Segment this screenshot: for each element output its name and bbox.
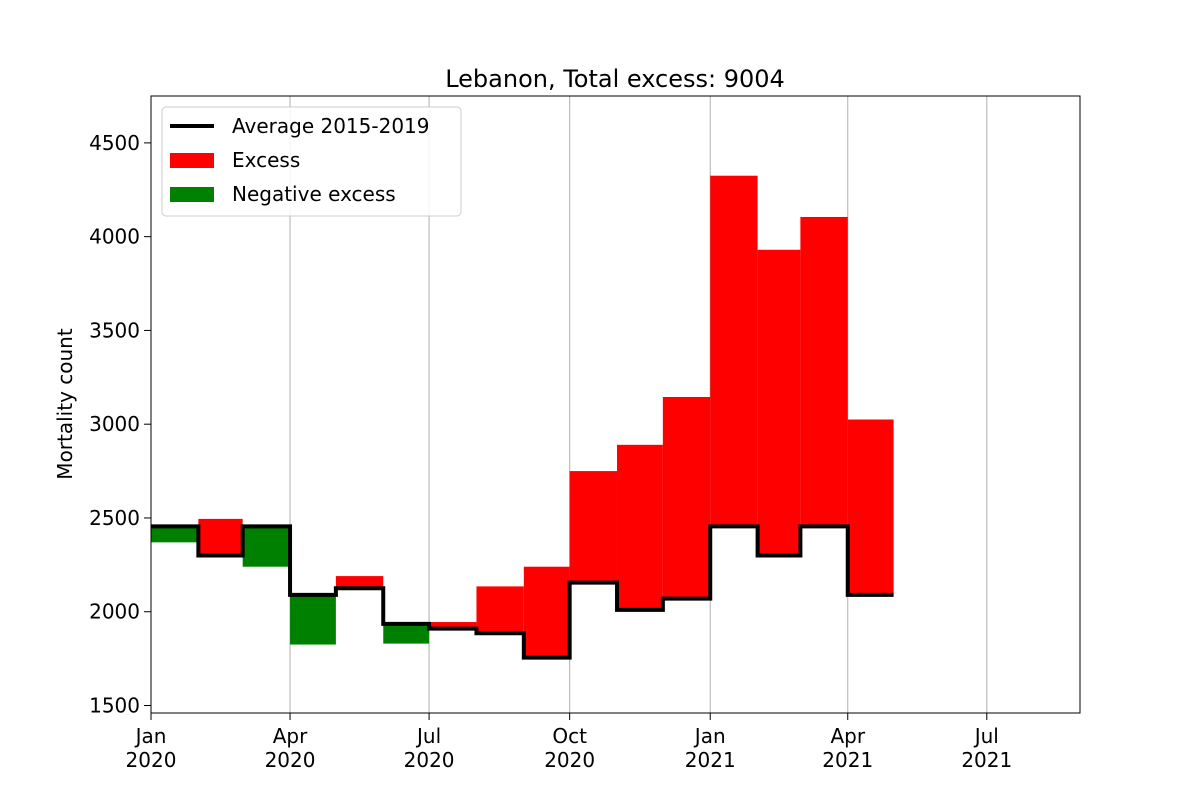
legend-average-label: Average 2015-2019 [232,114,430,138]
x-tick-label-month: Jan [693,724,726,748]
excess-bars [151,175,894,658]
excess-bar [429,622,477,629]
x-tick-label-month: Jul [415,724,441,748]
y-tick-label: 2500 [89,506,140,530]
average-2015-2019-line [151,524,894,660]
legend-excess-label: Excess [232,148,300,172]
excess-bar [335,576,384,589]
excess-bar [710,175,758,527]
excess-bar [847,419,894,595]
negative-excess-bar [151,526,199,543]
plot-frame [150,95,1081,714]
legend-excess-swatch [170,153,214,168]
average-line-layer [151,524,894,660]
y-tick-label: 1500 [89,693,140,717]
negative-excess-bar [290,594,336,645]
excess-bar [800,216,848,527]
y-tick-label: 3500 [89,318,140,342]
excess-bar [569,471,618,583]
y-tick-label: 3000 [89,412,140,436]
x-axis-ticks: Jan2020Apr2020Jul2020Oct2020Jan2021Apr20… [126,713,1012,772]
x-tick-label-year: 2021 [685,748,736,772]
y-tick-label: 2000 [89,600,140,624]
x-tick-label-year: 2020 [404,748,455,772]
x-tick-label-month: Oct [552,724,587,748]
x-tick-label-month: Jan [134,724,167,748]
negative-excess-bar [383,623,430,644]
x-tick-label-year: 2020 [544,748,595,772]
y-axis-label: Mortality count [53,328,77,480]
legend: Average 2015-2019 Excess Negative excess [161,106,462,217]
x-tick-label-year: 2021 [822,748,873,772]
x-tick-label-year: 2021 [961,748,1012,772]
legend-box [161,106,462,217]
excess-bar [523,566,570,658]
legend-negative-excess-label: Negative excess [232,182,396,206]
excess-bar [617,444,663,610]
excess-bar [662,396,711,599]
y-tick-label: 4500 [89,131,140,155]
x-tick-label-month: Apr [273,724,308,748]
legend-negative-excess-swatch [170,187,214,202]
excess-bar [198,518,243,556]
excess-bar [476,586,524,634]
x-tick-label-year: 2020 [265,748,316,772]
chart-title: Lebanon, Total excess: 9004 [445,65,785,93]
y-axis-ticks: 1500 2000 2500 3000 3500 4000 4500 [89,131,151,717]
y-tick-label: 4000 [89,225,140,249]
x-tick-label-month: Jul [973,724,999,748]
x-tick-label-year: 2020 [126,748,177,772]
negative-excess-bar [242,526,291,567]
excess-bar [757,249,801,556]
x-tick-label-month: Apr [830,724,865,748]
